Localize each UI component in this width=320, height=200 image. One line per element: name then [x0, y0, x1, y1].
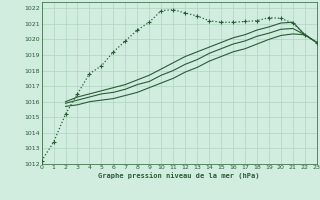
X-axis label: Graphe pression niveau de la mer (hPa): Graphe pression niveau de la mer (hPa)	[99, 172, 260, 179]
